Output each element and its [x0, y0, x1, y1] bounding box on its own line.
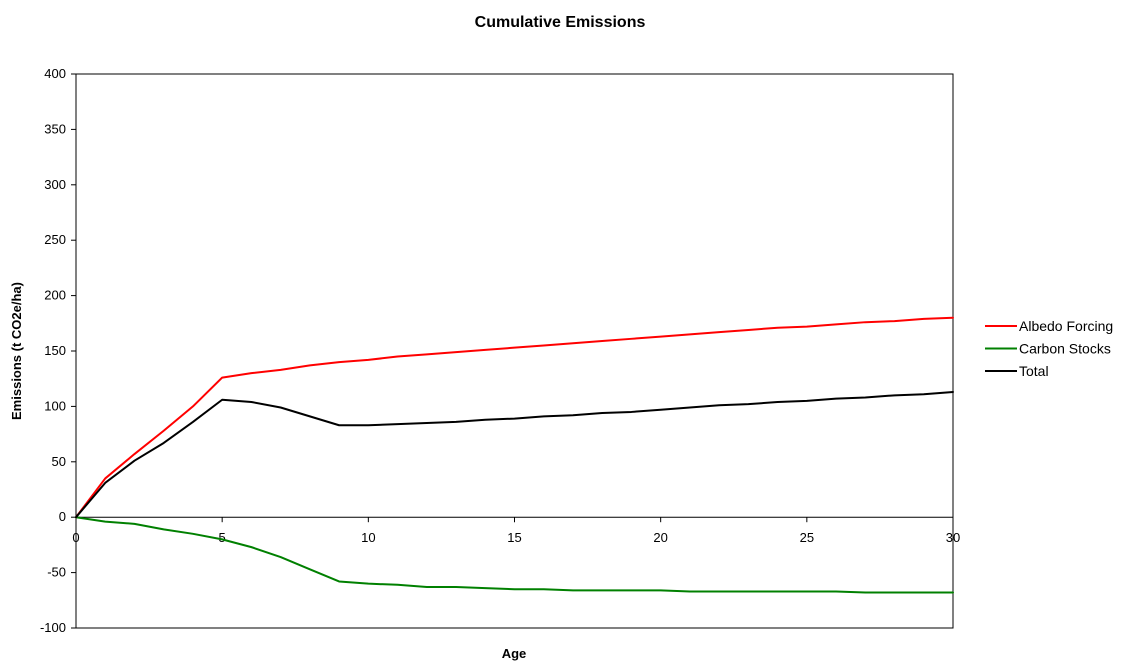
x-tick-label: 15	[507, 530, 521, 545]
series-line-total	[75, 391, 954, 519]
y-tick-label: -100	[40, 620, 66, 635]
x-tick-label: 10	[361, 530, 375, 545]
legend-label-total: Total	[1019, 363, 1049, 379]
series-line-albedo-forcing	[75, 316, 954, 519]
x-tick-label: 0	[72, 530, 79, 545]
y-tick-label: 50	[52, 454, 66, 469]
y-tick-label: 0	[59, 509, 66, 524]
x-tick-label: 25	[800, 530, 814, 545]
y-tick-label: 300	[44, 177, 66, 192]
series-lines	[75, 316, 954, 594]
y-tick-label: 250	[44, 232, 66, 247]
legend-label-carbon-stocks: Carbon Stocks	[1019, 341, 1111, 357]
y-axis-title: Emissions (t CO2e/ha)	[9, 282, 24, 420]
y-tick-label: -50	[47, 565, 66, 580]
x-axis-title: Age	[502, 646, 527, 661]
y-tick-label: 150	[44, 343, 66, 358]
series-line-carbon-stocks	[75, 516, 954, 594]
x-axis-ticks: 0 5 10 15 20 25 30	[72, 517, 960, 545]
x-tick-label: 20	[653, 530, 667, 545]
y-tick-label: 200	[44, 288, 66, 303]
plot-area	[75, 73, 954, 629]
y-tick-label: 400	[44, 66, 66, 81]
y-axis-ticks: -100 -50 0 50 100 150 200 250 300 350 400	[40, 66, 76, 635]
y-tick-label: 100	[44, 398, 66, 413]
legend: Albedo Forcing Carbon Stocks Total	[985, 318, 1113, 379]
chart-title: Cumulative Emissions	[475, 14, 646, 31]
y-tick-label: 350	[44, 121, 66, 136]
legend-label-albedo-forcing: Albedo Forcing	[1019, 318, 1113, 334]
x-tick-label: 30	[946, 530, 960, 545]
x-tick-label: 5	[219, 530, 226, 545]
